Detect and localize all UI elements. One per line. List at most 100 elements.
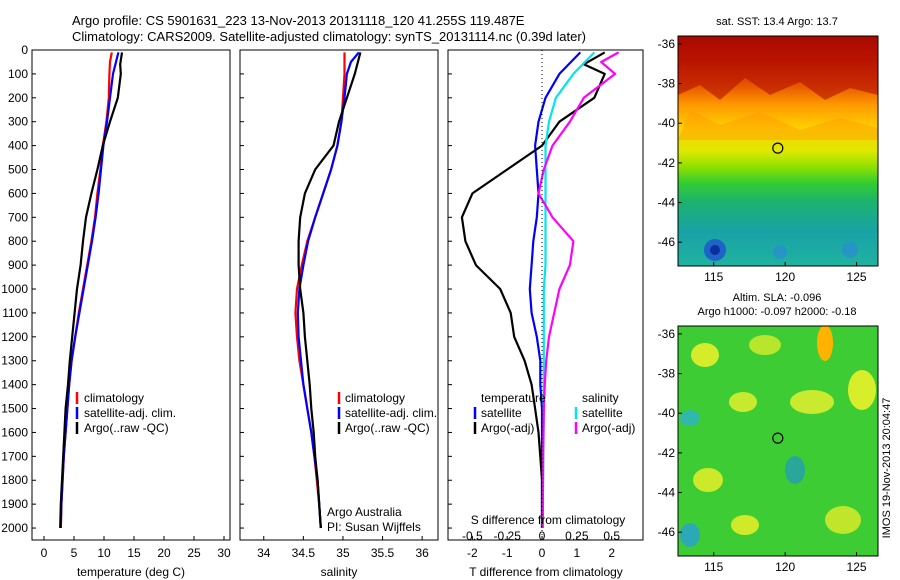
temperature-legend: climatology satellite-adj. clim. Argo(..…: [75, 391, 176, 435]
depth-tick-label: 1100: [2, 306, 28, 320]
series-line-climatology: [294, 52, 346, 529]
depth-tick-label: 900: [8, 258, 28, 272]
temperature-panel-frame: [31, 49, 231, 541]
series-line-satellite-adj-clim-: [296, 51, 360, 529]
s-tick-label: -0.5: [462, 529, 483, 543]
legend-temperature-title: temperature: [481, 391, 546, 405]
depth-tick-label: 400: [8, 139, 28, 153]
legend-satellite: satellite-adj. clim.: [345, 406, 437, 420]
sla-high: [848, 370, 876, 410]
legend-argo: Argo(..raw -QC): [84, 421, 169, 435]
sla-high: [749, 335, 781, 355]
x-tick-label: 34: [257, 546, 271, 560]
map-y-tick-label: -44: [658, 196, 676, 210]
series-line-argo-raw-qc-: [297, 52, 362, 529]
x-tick-label: 2: [608, 546, 615, 560]
x-tick-label: 25: [187, 546, 201, 560]
series-line-argo-adj-: [460, 51, 606, 528]
salinity-plot: 34 34.5 35 35.5 36: [257, 51, 429, 560]
front-region: [678, 110, 878, 140]
difference-plot: -2 -1 0 1 2 -0.5 -0.25 0 0.25 0.5: [460, 50, 620, 560]
depth-tick-label: 1300: [1, 354, 28, 368]
difference-xlabel: T difference from climatology: [469, 565, 623, 579]
depth-tick-label: 1000: [1, 282, 28, 296]
depth-tick-label: 1600: [1, 425, 28, 439]
legend-salinity-title: salinity: [582, 391, 619, 405]
depth-tick-label: 100: [8, 67, 28, 81]
depth-tick-label: 1700: [1, 449, 28, 463]
map-x-tick-label: 125: [847, 560, 867, 574]
depth-tick-label: 700: [8, 210, 28, 224]
sla-high: [817, 326, 833, 361]
map-y-tick-label: -46: [658, 525, 676, 539]
difference-xlabel-top: S difference from climatology: [471, 513, 626, 527]
sla-high: [729, 392, 757, 412]
x-tick-label: 0: [539, 546, 546, 560]
sla-low: [785, 456, 805, 484]
map-y-tick-label: -36: [658, 327, 676, 341]
s-tick-label: -0.25: [494, 529, 522, 543]
map-y-tick-label: -40: [658, 406, 676, 420]
depth-tick-label: 600: [8, 186, 28, 200]
depth-tick-label: 300: [8, 115, 28, 129]
series-line-argo-adj-: [537, 51, 620, 529]
legend-climatology: climatology: [345, 391, 405, 405]
legend-t-argo: Argo(-adj): [481, 421, 534, 435]
salinity-panel-frame: [239, 49, 439, 541]
map-y-tick-label: -36: [658, 37, 676, 51]
x-tick-label: 0: [41, 546, 48, 560]
sla-map-frame: [677, 325, 879, 557]
map-y-tick-label: -42: [658, 156, 676, 170]
sst-map: sat. SST: 13.4 Argo: 13.7 115 120 125 -36 -3…: [658, 16, 879, 284]
temperature-xlabel: temperature (deg C): [77, 565, 185, 579]
x-tick-label: 15: [127, 546, 141, 560]
depth-tick-label: 1800: [1, 473, 28, 487]
map-y-tick-label: -40: [658, 116, 676, 130]
sla-high: [825, 506, 861, 534]
depth-tick-label: 2000: [1, 521, 28, 535]
x-tick-label: 35: [336, 546, 350, 560]
depth-tick-label: 200: [8, 91, 28, 105]
sla-low: [680, 410, 700, 426]
map-y-tick-label: -38: [658, 77, 676, 91]
depth-tick-label: 800: [8, 234, 28, 248]
salinity-xlabel: salinity: [321, 565, 358, 579]
s-tick-label: 0.5: [603, 529, 620, 543]
x-tick-label: 10: [97, 546, 111, 560]
salinity-legend: climatology satellite-adj. clim. Argo(..…: [327, 391, 437, 534]
cool-eddy-core: [710, 245, 720, 255]
x-tick-label: 30: [217, 546, 231, 560]
map-y-tick-label: -44: [658, 486, 676, 500]
sla-map-title: Altim. SLA: -0.096: [733, 292, 822, 304]
legend-s-argo: Argo(-adj): [582, 421, 635, 435]
temperature-plot: 0 5 10 15 20 25 30: [41, 52, 231, 560]
imos-timestamp: IMOS 19-Nov-2013 20:04:47: [881, 398, 893, 539]
series-line-argo-raw-qc-: [59, 52, 124, 529]
credit-pi: PI: Susan Wijffels: [327, 520, 421, 534]
depth-axis: 0 100 200 300 400 500 600 700 800 900 1000 1100 1200…: [1, 43, 452, 535]
x-tick-label: 34.5: [292, 546, 316, 560]
x-tick-label: 36: [415, 546, 429, 560]
depth-tick-label: 0: [21, 43, 28, 57]
difference-legend: temperature satellite Argo(-adj) salinit…: [473, 391, 635, 435]
cool-eddy: [773, 245, 787, 259]
map-y-tick-label: -42: [658, 446, 676, 460]
s-tick-label: 0: [539, 529, 546, 543]
series-line-satellite: [528, 51, 582, 528]
sla-high: [691, 343, 719, 367]
depth-tick-label: 500: [8, 163, 28, 177]
depth-tick-label: 1900: [1, 497, 28, 511]
sla-map-axes: 115 120 125 -36 -38 -40 -42 -44 -46: [658, 327, 867, 574]
map-x-tick-label: 115: [704, 270, 723, 284]
map-x-tick-label: 120: [775, 270, 795, 284]
sla-map: Altim. SLA: -0.096 Argo h1000: -0.097 h2…: [658, 292, 879, 574]
sla-high: [693, 468, 723, 492]
x-tick-label: 5: [71, 546, 78, 560]
legend-t-satellite: satellite: [481, 406, 522, 420]
x-tick-label: -2: [467, 546, 478, 560]
sla-high: [790, 390, 834, 414]
x-tick-label: -1: [502, 546, 513, 560]
cool-eddy: [842, 242, 858, 258]
sst-map-axes: 115 120 125 -36 -38 -40 -42 -44 -46: [658, 37, 867, 284]
